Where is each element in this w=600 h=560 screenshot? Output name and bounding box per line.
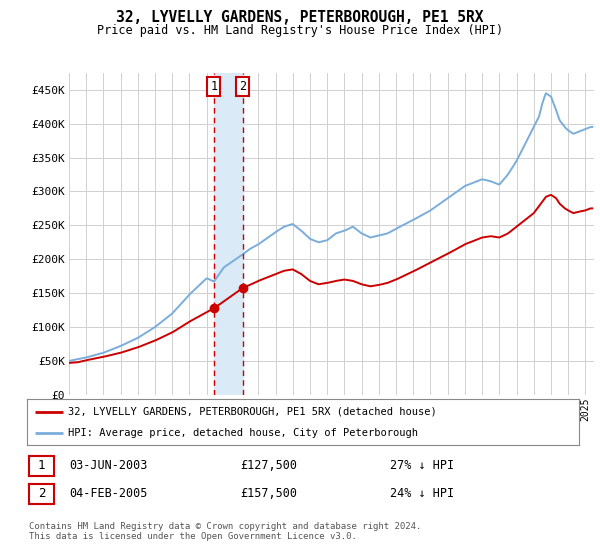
Text: Contains HM Land Registry data © Crown copyright and database right 2024.
This d: Contains HM Land Registry data © Crown c…	[29, 522, 421, 542]
Text: 04-FEB-2005: 04-FEB-2005	[69, 487, 148, 501]
Text: 24% ↓ HPI: 24% ↓ HPI	[390, 487, 454, 501]
Text: 2: 2	[38, 487, 45, 501]
Bar	[214, 73, 242, 395]
Text: 27% ↓ HPI: 27% ↓ HPI	[390, 459, 454, 473]
Text: HPI: Average price, detached house, City of Peterborough: HPI: Average price, detached house, City…	[68, 428, 418, 438]
Text: £127,500: £127,500	[240, 459, 297, 473]
Text: 2: 2	[239, 80, 246, 93]
Text: £157,500: £157,500	[240, 487, 297, 501]
Text: 1: 1	[211, 80, 217, 93]
Text: 03-JUN-2003: 03-JUN-2003	[69, 459, 148, 473]
Text: 32, LYVELLY GARDENS, PETERBOROUGH, PE1 5RX (detached house): 32, LYVELLY GARDENS, PETERBOROUGH, PE1 5…	[68, 407, 437, 417]
Text: Price paid vs. HM Land Registry's House Price Index (HPI): Price paid vs. HM Land Registry's House …	[97, 24, 503, 36]
Text: 32, LYVELLY GARDENS, PETERBOROUGH, PE1 5RX: 32, LYVELLY GARDENS, PETERBOROUGH, PE1 5…	[116, 10, 484, 25]
Text: 1: 1	[38, 459, 45, 473]
